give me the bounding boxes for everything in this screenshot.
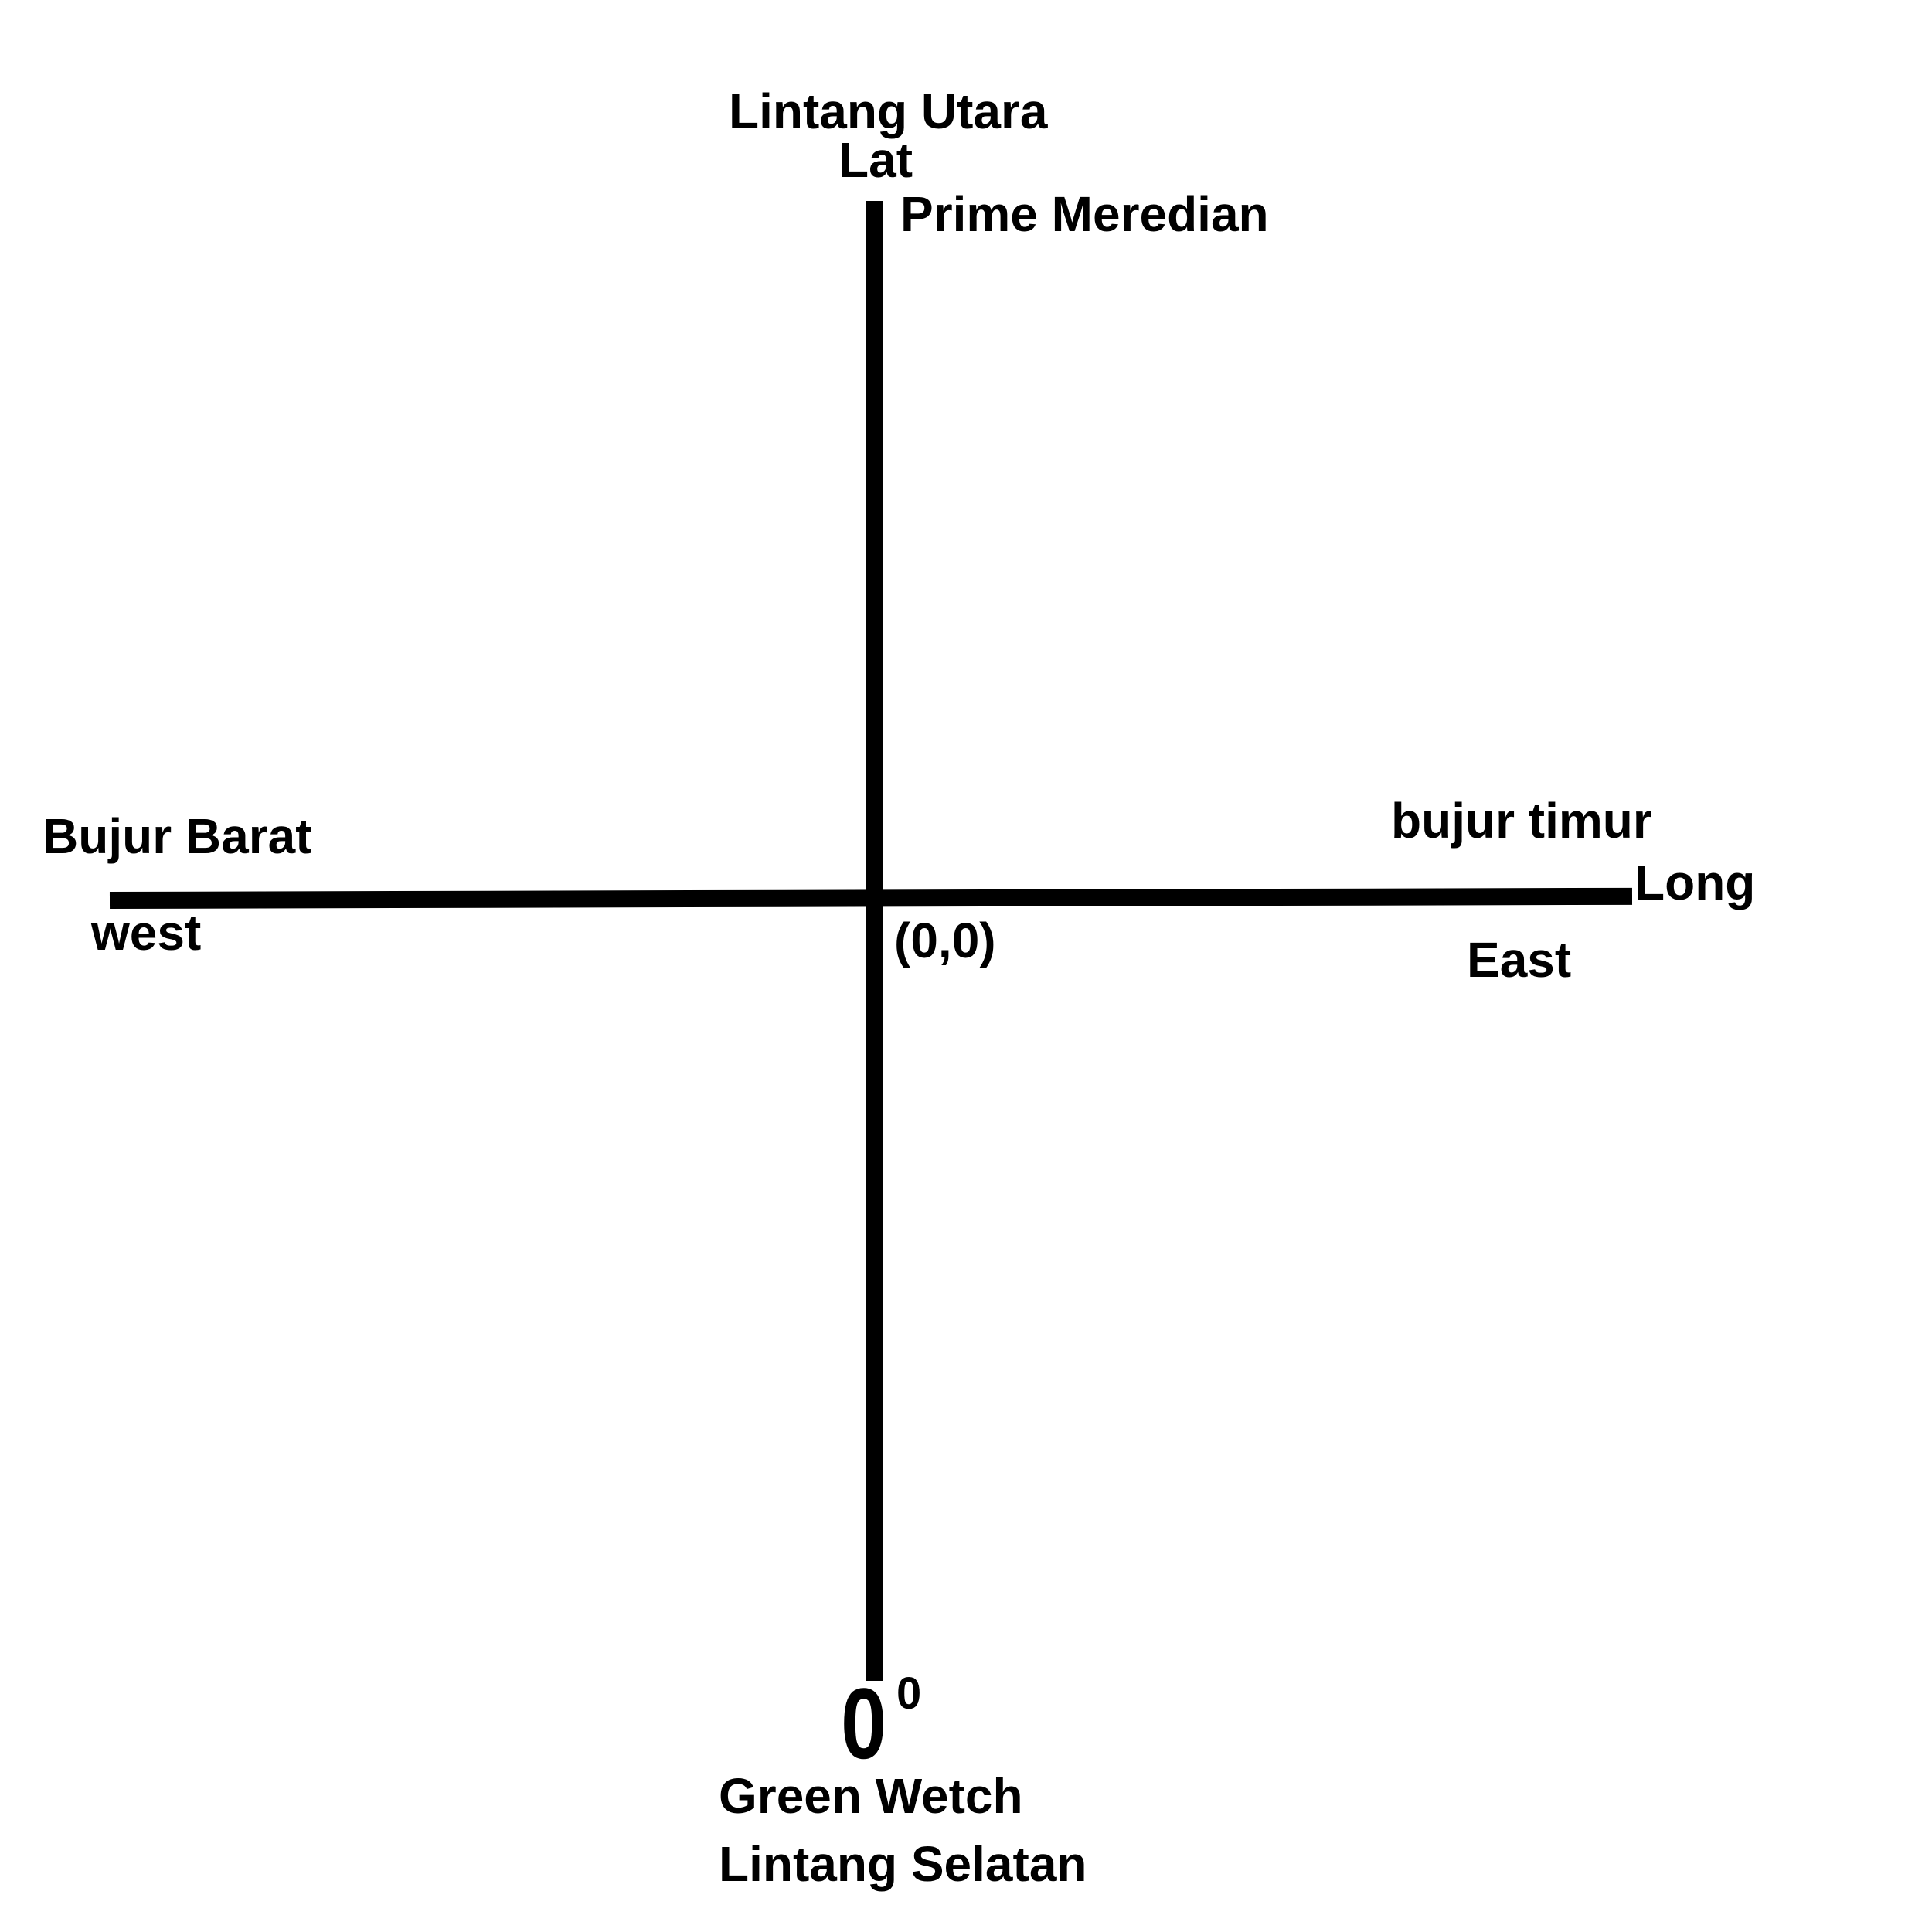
east-label: East [1467, 932, 1572, 988]
origin-label: (0,0) [894, 913, 996, 968]
lat-label: Lat [838, 132, 913, 188]
greenwich-label: Green Wetch [719, 1768, 1023, 1824]
south-latitude-label: Lintang Selatan [719, 1836, 1087, 1892]
west-label: west [91, 905, 202, 961]
east-longitude-label: bujur timur [1391, 793, 1652, 849]
degree-value: 0 [841, 1667, 887, 1780]
vertical-axis-line [866, 201, 883, 1681]
degree-superscript: 0 [896, 1668, 922, 1719]
horizontal-axis-line [109, 887, 1633, 909]
west-longitude-label: Bujur Barat [43, 808, 312, 864]
long-label: Long [1634, 855, 1756, 910]
zero-degree-label: 0 0 [841, 1667, 921, 1780]
prime-meridian-label: Prime Meredian [900, 186, 1269, 242]
north-latitude-label: Lintang Utara [729, 83, 1048, 139]
